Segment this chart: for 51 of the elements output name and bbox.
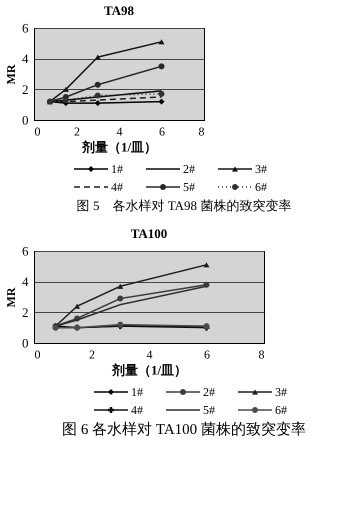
legend-label: 2# (183, 162, 195, 176)
point (94, 82, 101, 88)
legend-label: 6# (255, 180, 267, 194)
x-tick-label: 4 (146, 348, 152, 362)
legend-label: 2# (203, 385, 215, 399)
point (158, 98, 164, 105)
caption: 图 5 各水样对 TA98 菌株的致突变率 (76, 198, 292, 213)
y-tick-label: 6 (22, 20, 29, 36)
legend-label: 1# (111, 162, 123, 176)
y-tick-label: 2 (22, 304, 28, 320)
y-axis-title: MR (4, 287, 18, 308)
legend-label: 4# (131, 403, 143, 417)
point (158, 39, 164, 44)
x-tick-label: 6 (204, 348, 210, 362)
y-tick-label: 6 (22, 244, 29, 258)
y-tick-label: 0 (22, 336, 28, 350)
y-tick-label: 4 (22, 51, 29, 66)
y-tick-label: 4 (22, 274, 29, 290)
chart-title: TA100 (130, 226, 168, 241)
y-axis-title: MR (4, 64, 18, 84)
legend-label: 3# (255, 162, 267, 176)
x-tick-label: 2 (89, 348, 95, 362)
point (158, 63, 164, 70)
x-tick-label: 8 (258, 348, 264, 362)
x-axis-title: 剂量（1/皿） (80, 140, 158, 154)
x-tick-label: 8 (198, 124, 204, 138)
point (158, 90, 164, 97)
chart-title: TA98 (104, 3, 135, 18)
x-tick-label: 0 (34, 124, 40, 138)
point (62, 97, 69, 104)
point (117, 284, 124, 289)
x-tick-label: 4 (116, 124, 122, 138)
y-tick-label: 2 (22, 82, 28, 97)
point (94, 54, 101, 60)
x-axis-title: 剂量（1/皿） (110, 362, 188, 378)
legend-label: 4# (111, 180, 123, 194)
point (117, 296, 124, 302)
point (94, 100, 101, 106)
legend-label: 3# (275, 385, 287, 399)
legend-label: 5# (203, 403, 215, 417)
y-tick-label: 0 (22, 112, 28, 128)
x-tick-label: 6 (159, 124, 165, 138)
legend-label: 1# (131, 385, 143, 399)
x-tick-label: 2 (74, 124, 80, 138)
point (94, 92, 101, 98)
caption: 图 6 各水样对 TA100 菌株的致突变率 (62, 421, 306, 438)
legend-label: 6# (275, 403, 287, 417)
x-tick-label: 0 (34, 348, 40, 362)
point (204, 262, 210, 268)
legend-label: 5# (183, 180, 195, 194)
point (74, 304, 80, 309)
